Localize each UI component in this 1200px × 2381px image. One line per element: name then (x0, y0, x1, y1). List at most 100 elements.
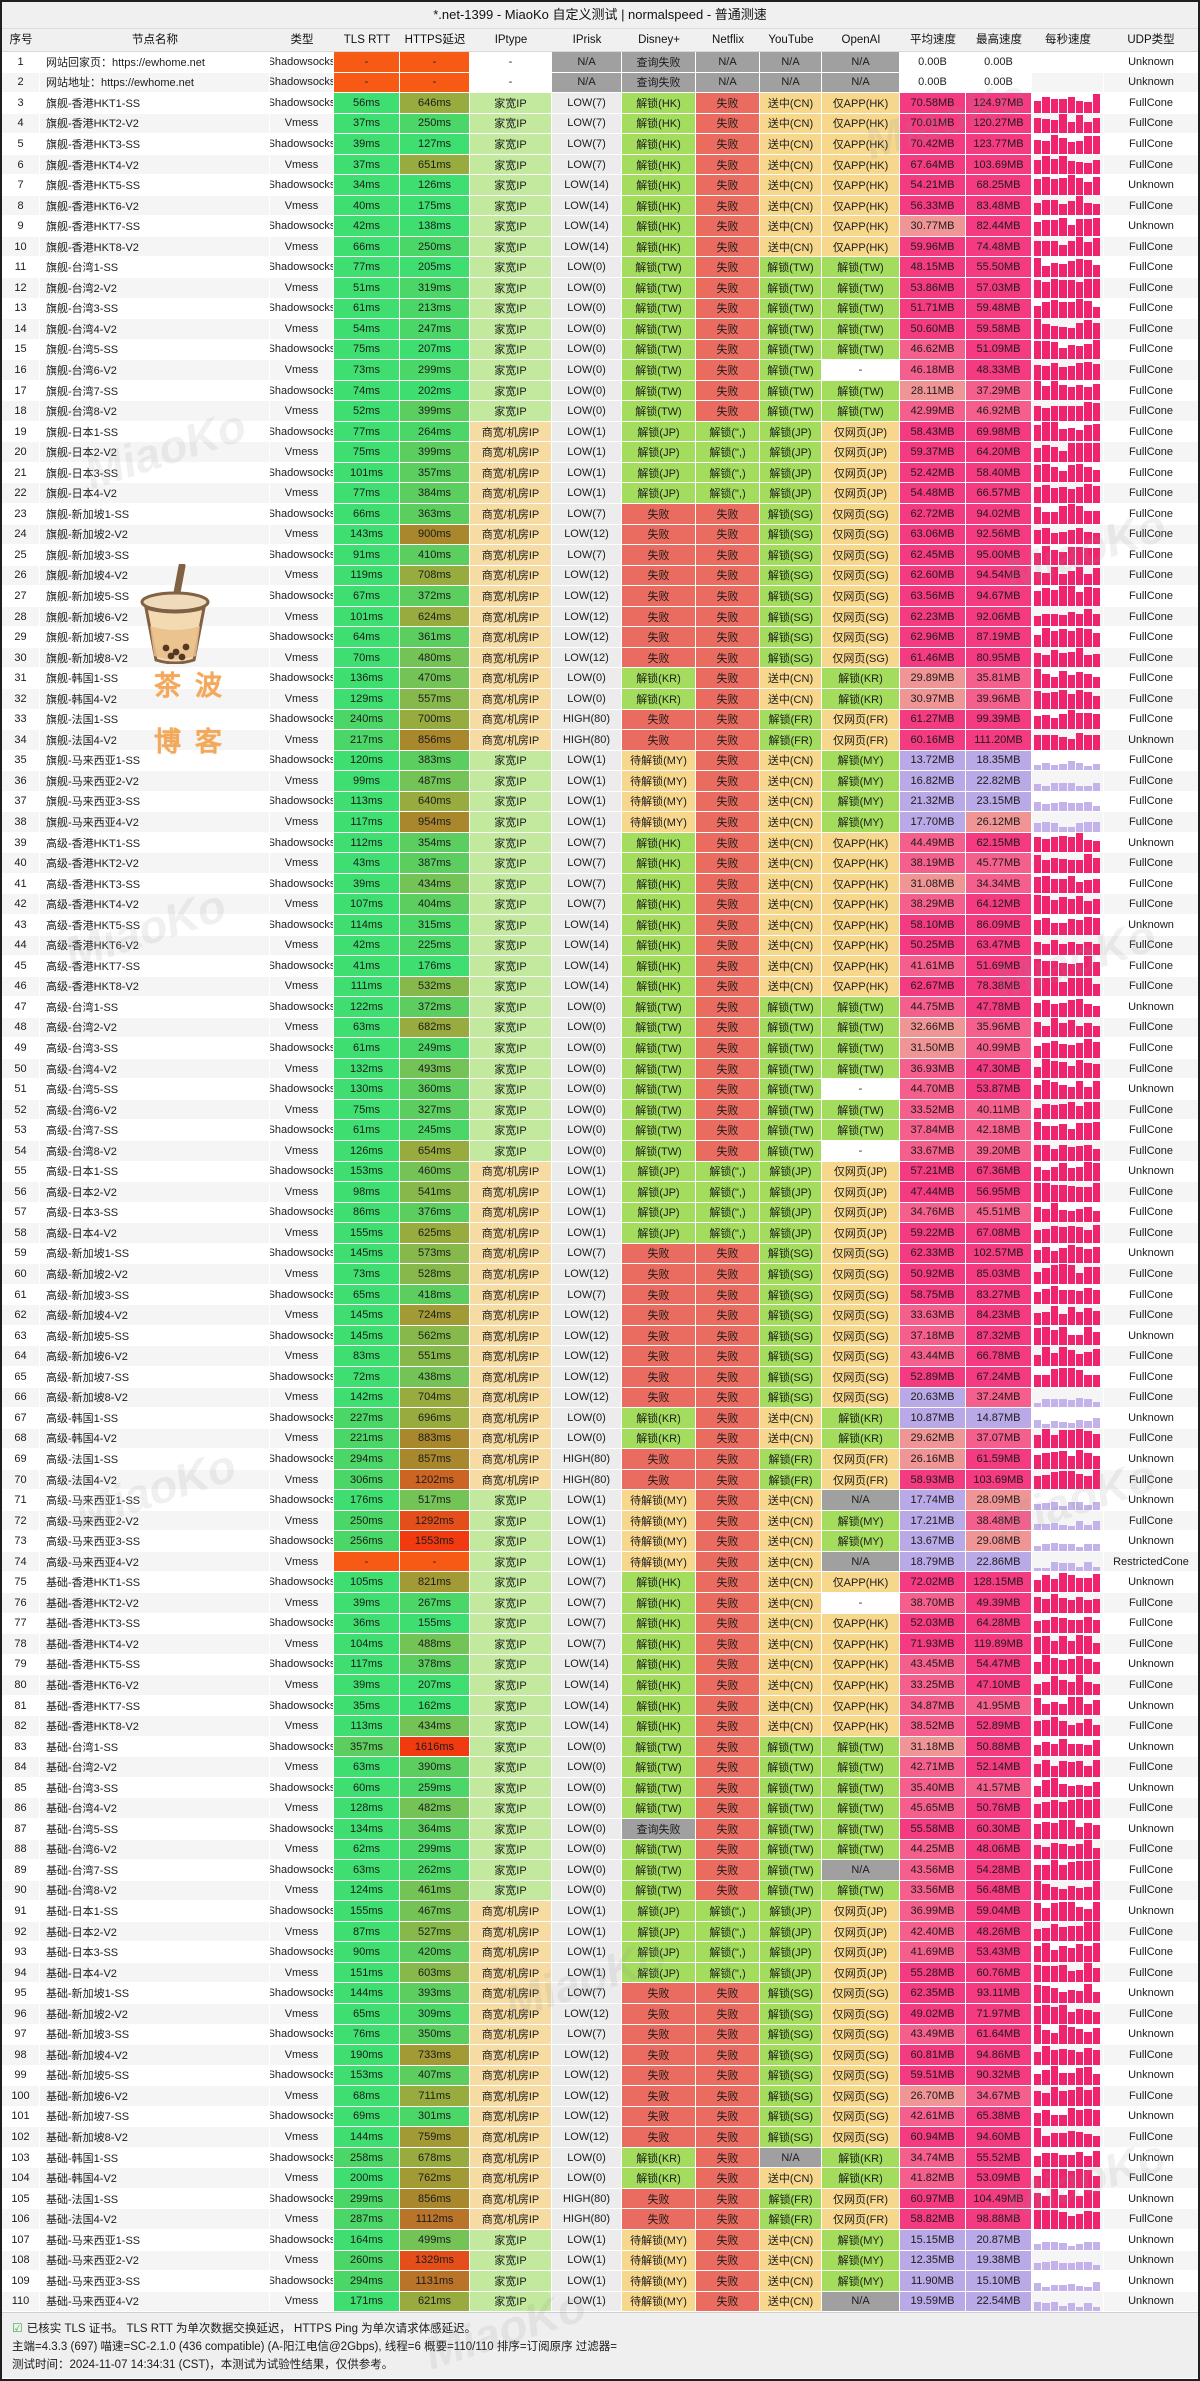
cell-index: 100 (2, 2086, 40, 2107)
cell-tls-rtt: 144ms (334, 2127, 400, 2148)
cell-tls-rtt: 171ms (334, 2291, 400, 2313)
cell-netflix: 失败 (696, 1983, 760, 2004)
cell-openai: 解锁(MY) (822, 771, 900, 792)
cell-iprisk: LOW(14) (552, 1654, 622, 1676)
cell-type: Vmess (270, 1962, 334, 1984)
cell-tls-rtt: 75ms (334, 1099, 400, 1121)
cell-speed-bars (1032, 935, 1104, 957)
cell-tls-rtt: 117ms (334, 1654, 400, 1676)
cell-avg-speed: 59.22MB (900, 1223, 966, 1244)
cell-netflix: 失败 (696, 319, 760, 340)
cell-index: 29 (2, 627, 40, 648)
cell-node-name: 基础-香港HKT4-V2 (40, 1634, 270, 1655)
cell-udp-type: FullCone (1104, 340, 1198, 361)
cell-iprisk: LOW(0) (552, 688, 622, 710)
cell-type: Vmess (270, 524, 334, 546)
cell-tls-rtt: 37ms (334, 113, 400, 135)
cell-udp-type: Unknown (1104, 1449, 1198, 1470)
cell-node-name: 高级-台湾1-SS (40, 997, 270, 1018)
cell-tls-rtt: 42ms (334, 935, 400, 957)
cell-node-name: 基础-台湾4-V2 (40, 1798, 270, 1820)
cell-https-ping: 259ms (400, 1777, 470, 1799)
table-row: 39 高级-香港HKT1-SS Shadowsocks 112ms 354ms 家宽IP L… (2, 832, 1198, 854)
cell-https-ping: 517ms (400, 1490, 470, 1511)
cell-disney: 解锁(HK) (622, 1593, 696, 1614)
cell-openai: 仅网页(SG) (822, 627, 900, 648)
cell-netflix: 失败 (696, 504, 760, 525)
cell-udp-type: Unknown (1104, 175, 1198, 196)
cell-netflix: 失败 (696, 134, 760, 155)
cell-iptype: 商宽/机房IP (470, 2086, 552, 2107)
cell-max-speed: 47.78MB (966, 997, 1032, 1018)
cell-udp-type: Unknown (1104, 2189, 1198, 2210)
cell-max-speed: 18.35MB (966, 750, 1032, 772)
cell-tls-rtt: 39ms (334, 873, 400, 895)
cell-node-name: 旗舰-日本3-SS (40, 462, 270, 484)
cell-youtube: 送中(CN) (760, 93, 822, 114)
cell-disney: 失败 (622, 709, 696, 731)
cell-iptype: 商宽/机房IP (470, 1325, 552, 1347)
cell-https-ping: 1616ms (400, 1736, 470, 1758)
cell-netflix: 失败 (696, 175, 760, 196)
cell-max-speed: 84.23MB (966, 1305, 1032, 1326)
cell-avg-speed: 59.51MB (900, 2065, 966, 2087)
cell-avg-speed: 52.89MB (900, 1367, 966, 1388)
cell-openai: 解锁(TW) (822, 1819, 900, 1840)
cell-avg-speed: 13.72MB (900, 750, 966, 772)
table-row: 12 旗舰-台湾2-V2 Vmess 51ms 319ms 家宽IP LOW(0) 解锁(TW… (2, 278, 1198, 299)
cell-speed-bars (1032, 1305, 1104, 1326)
cell-avg-speed: 49.02MB (900, 2003, 966, 2025)
table-row: 79 基础-香港HKT5-SS Shadowsocks 117ms 378ms 家宽IP L… (2, 1654, 1198, 1676)
cell-type: Shadowsocks (270, 873, 334, 895)
cell-speed-bars (1032, 1469, 1104, 1491)
cell-openai: 解锁(MY) (822, 2229, 900, 2251)
cell-index: 39 (2, 832, 40, 854)
cell-type: Shadowsocks (270, 791, 334, 813)
cell-iptype: - (470, 52, 552, 73)
speed-sparkline (1032, 175, 1103, 195)
cell-iprisk: LOW(7) (552, 1284, 622, 1306)
cell-netflix: 失败 (696, 1449, 760, 1470)
cell-tls-rtt: 151ms (334, 1962, 400, 1984)
cell-iptype: 家宽IP (470, 380, 552, 402)
cell-node-name: 高级-新加坡2-V2 (40, 1264, 270, 1285)
cell-https-ping: 1292ms (400, 1510, 470, 1532)
cell-index: 21 (2, 462, 40, 484)
cell-tls-rtt: 306ms (334, 1469, 400, 1491)
cell-max-speed: 98.88MB (966, 2209, 1032, 2230)
footer-line-3: 测试时间：2024-11-07 14:34:31 (CST)，本测试为试验性结果… (12, 2358, 394, 2371)
speed-sparkline (1032, 1572, 1103, 1593)
column-header-2: 类型 (290, 34, 314, 46)
column-header-7: Disney+ (638, 34, 680, 46)
cell-type: Vmess (270, 2045, 334, 2066)
cell-iprisk: LOW(12) (552, 2045, 622, 2066)
cell-udp-type: FullCone (1104, 1614, 1198, 1635)
cell-node-name: 旗舰-日本2-V2 (40, 442, 270, 463)
cell-avg-speed: 55.28MB (900, 1962, 966, 1984)
cell-udp-type: FullCone (1104, 381, 1198, 402)
cell-youtube: 送中(CN) (760, 2229, 822, 2251)
cell-tls-rtt: 155ms (334, 1223, 400, 1244)
cell-disney: 解锁(TW) (622, 257, 696, 279)
cell-index: 58 (2, 1223, 40, 1244)
cell-iprisk: LOW(12) (552, 2086, 622, 2107)
cell-disney: 解锁(TW) (622, 1839, 696, 1861)
cell-index: 96 (2, 2003, 40, 2025)
cell-netflix: 失败 (696, 956, 760, 977)
table-row: 102 基础-新加坡8-V2 Vmess 144ms 759ms 商宽/机房IP LOW(1… (2, 2127, 1198, 2148)
speed-sparkline (1032, 874, 1103, 894)
cell-tls-rtt: 77ms (334, 257, 400, 279)
cell-iptype: 商宽/机房IP (470, 442, 552, 463)
cell-https-ping: 1112ms (400, 2209, 470, 2230)
cell-avg-speed: 33.52MB (900, 1099, 966, 1121)
cell-iprisk: LOW(0) (552, 1079, 622, 1100)
cell-netflix: 解锁(",) (696, 1202, 760, 1224)
cell-index: 89 (2, 1860, 40, 1881)
cell-netflix: 失败 (696, 2147, 760, 2169)
cell-avg-speed: 62.60MB (900, 565, 966, 587)
cell-disney: 解锁(JP) (622, 1182, 696, 1203)
cell-max-speed: 34.67MB (966, 2086, 1032, 2107)
table-row: 105 基础-法国1-SS Shadowsocks 299ms 856ms 商宽/机房IP… (2, 2188, 1198, 2210)
speed-sparkline (1032, 566, 1103, 586)
cell-netflix: 失败 (696, 1120, 760, 1141)
